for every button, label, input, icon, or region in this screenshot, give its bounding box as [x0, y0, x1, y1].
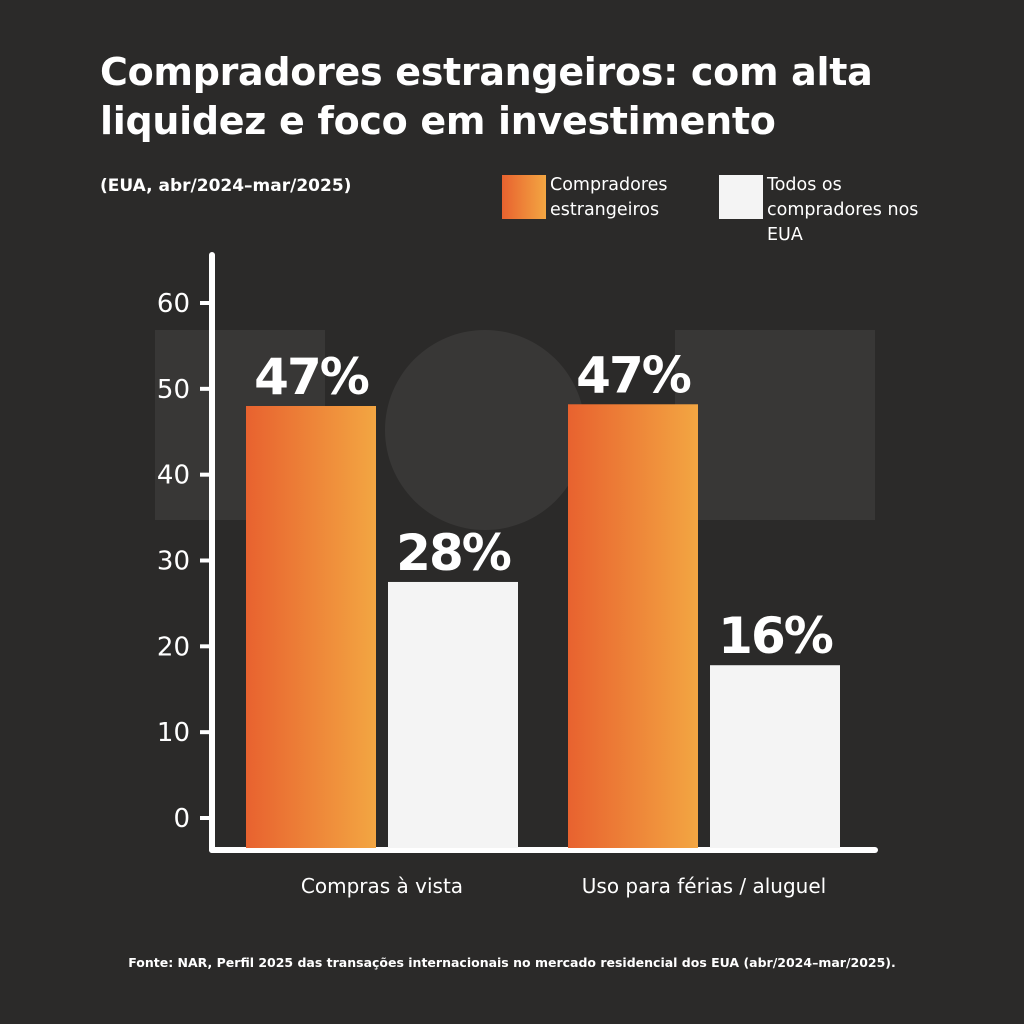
- legend-item-foreign-buyers: Compradores estrangeiros: [502, 173, 710, 223]
- bar-data-label: 28%: [396, 524, 511, 582]
- legend-label-foreign-buyers: Compradores estrangeiros: [550, 175, 668, 220]
- y-tick-label: 10: [157, 718, 190, 748]
- bar-data-label: 47%: [576, 346, 691, 404]
- bar-data-label: 16%: [718, 607, 833, 665]
- y-tick-label: 0: [173, 804, 190, 834]
- bar-foreign-0: [246, 406, 376, 848]
- y-tick-label: 50: [157, 375, 190, 405]
- bar-all-1: [710, 665, 840, 848]
- source-footnote: Fonte: NAR, Perfil 2025 das transações i…: [128, 955, 896, 970]
- chart-subtitle: (EUA, abr/2024–mar/2025): [100, 176, 352, 196]
- y-tick-label: 30: [157, 547, 190, 577]
- y-tick-label: 20: [157, 632, 190, 662]
- y-tick-label: 60: [157, 289, 190, 319]
- x-category-label: Compras à vista: [301, 874, 463, 898]
- x-category-label: Uso para férias / aluguel: [582, 874, 826, 898]
- legend-swatch-white: [719, 175, 763, 219]
- bar-all-0: [388, 581, 518, 848]
- legend-item-all-buyers: Todos os compradores nos EUA: [719, 173, 927, 248]
- chart-title: Compradores estrangeiros: com alta liqui…: [100, 50, 873, 143]
- legend-swatch-orange: [502, 175, 546, 219]
- y-tick-label: 40: [157, 461, 190, 491]
- bar-data-label: 47%: [254, 348, 369, 406]
- bar-foreign-1: [568, 404, 698, 848]
- legend-label-all-buyers: Todos os compradores nos EUA: [767, 175, 919, 245]
